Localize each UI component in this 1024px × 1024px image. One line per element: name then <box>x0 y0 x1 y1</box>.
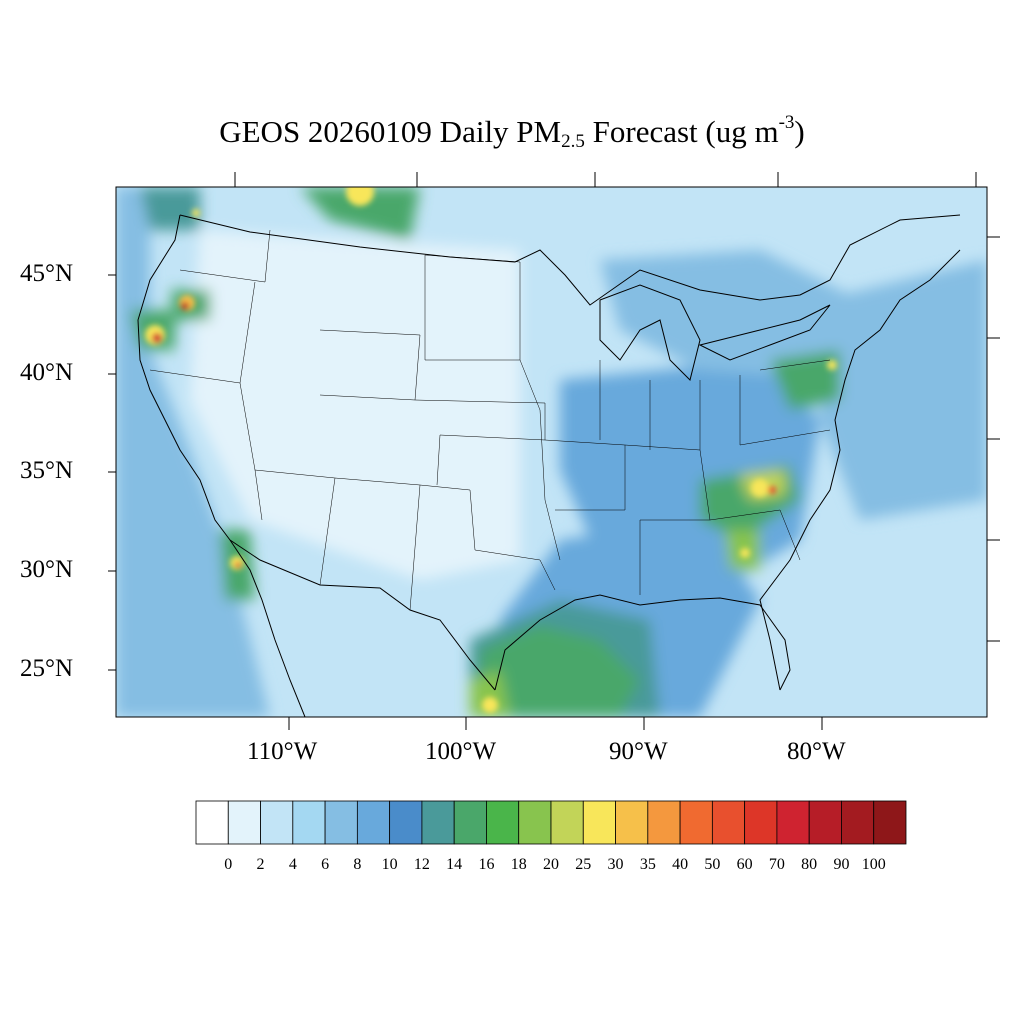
colorbar-box <box>324 800 358 845</box>
colorbar-label: 90 <box>833 856 850 873</box>
colorbar-label: 4 <box>288 856 297 873</box>
hotspots <box>145 187 837 713</box>
colorbar-label: 16 <box>478 856 495 873</box>
lat-label-35n: 35°N <box>20 457 74 484</box>
title-prefix: GEOS 20260109 Daily PM <box>219 114 562 149</box>
great-lakes <box>599 284 701 381</box>
colorbar-label: 0 <box>224 856 233 873</box>
colorbar-box <box>873 800 907 845</box>
lon-label-80w: 80°W <box>787 738 846 765</box>
colorbar-label: 80 <box>801 856 818 873</box>
colorbar-box <box>292 800 326 845</box>
lon-label-90w: 90°W <box>609 738 668 765</box>
lon-label-100w: 100°W <box>425 738 497 765</box>
colorbar-label: 30 <box>607 856 624 873</box>
colorbar-label: 35 <box>639 856 656 873</box>
colorbar-label: 40 <box>672 856 689 873</box>
colorbar-label: 25 <box>575 856 592 873</box>
lat-label-30n: 30°N <box>20 556 74 583</box>
colorbar-box <box>486 800 520 845</box>
colorbar-box <box>195 800 229 845</box>
us-canada-border <box>179 214 961 306</box>
gulf-coast <box>494 594 791 691</box>
colorbar-box <box>615 800 649 845</box>
colorbar-box <box>518 800 552 845</box>
colorbar-label: 14 <box>446 856 463 873</box>
west-coast <box>137 214 306 717</box>
lat-label-45n: 45°N <box>20 260 74 287</box>
map-title: GEOS 20260109 Daily PM2.5 Forecast (ug m… <box>0 112 1024 153</box>
colorbar-box <box>582 800 616 845</box>
title-subscript: 2.5 <box>561 131 585 152</box>
colorbar-box <box>679 800 713 845</box>
colorbar-label: 10 <box>381 856 398 873</box>
lat-label-40n: 40°N <box>20 359 74 386</box>
state-lines <box>149 229 831 611</box>
colorbar-box <box>227 800 261 845</box>
title-middle: Forecast (ug m <box>584 114 779 149</box>
colorbar-label: 2 <box>256 856 265 873</box>
concentration-field <box>116 187 987 717</box>
colorbar-label: 18 <box>510 856 527 873</box>
colorbar <box>195 800 907 845</box>
colorbar-label: 50 <box>704 856 721 873</box>
coastlines <box>137 214 961 717</box>
colorbar-label: 8 <box>353 856 362 873</box>
colorbar-box <box>453 800 487 845</box>
colorbar-box <box>841 800 875 845</box>
colorbar-label: 70 <box>768 856 785 873</box>
colorbar-box <box>421 800 455 845</box>
colorbar-box <box>550 800 584 845</box>
colorbar-label: 100 <box>861 856 886 873</box>
axis-ticks <box>108 172 1000 730</box>
colorbar-box <box>356 800 391 845</box>
map-frame <box>115 186 988 718</box>
colorbar-label: 20 <box>543 856 559 873</box>
lake-erie-ontario <box>698 304 831 361</box>
colorbar-label: 12 <box>413 856 430 873</box>
title-superscript: -3 <box>778 112 795 133</box>
colorbar-box <box>711 800 746 845</box>
colorbar-box <box>776 800 810 845</box>
east-coast <box>759 249 961 691</box>
colorbar-box <box>808 800 842 845</box>
colorbar-box <box>389 800 423 845</box>
title-suffix: ) <box>794 114 805 149</box>
colorbar-box <box>647 800 681 845</box>
colorbar-box <box>260 800 294 845</box>
lon-label-110w: 110°W <box>247 738 318 765</box>
pollution-patches <box>116 187 987 717</box>
lat-label-25n: 25°N <box>20 655 74 682</box>
colorbar-label: 60 <box>736 856 753 873</box>
mexico-border <box>229 539 496 691</box>
colorbar-box <box>744 800 778 845</box>
colorbar-label: 6 <box>321 856 330 873</box>
